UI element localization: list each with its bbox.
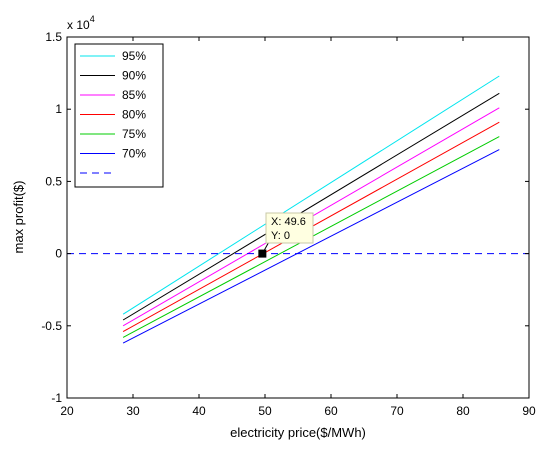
x-axis-label: electricity price($/MWh) xyxy=(230,425,366,440)
x-tick-label: 70 xyxy=(390,404,404,418)
x-tick-label: 40 xyxy=(192,404,206,418)
axes-box xyxy=(66,36,530,399)
datatip[interactable]: X: 49.6 Y: 0 xyxy=(258,212,314,258)
y-axis-multiplier-base: x 10 xyxy=(67,18,90,32)
x-tick-label: 20 xyxy=(60,404,74,418)
y-axis-ticks: -1 -0.5 0 0.5 1 1.5 xyxy=(41,30,529,405)
x-tick-label: 80 xyxy=(456,404,470,418)
legend-label: 75% xyxy=(122,127,146,141)
x-tick-label: 30 xyxy=(126,404,140,418)
y-tick-label: -1 xyxy=(51,391,62,405)
datatip-box xyxy=(265,212,314,244)
y-axis-multiplier: x 104 xyxy=(67,14,95,32)
legend-label: 90% xyxy=(122,69,146,83)
y-axis-label: max profit($) xyxy=(11,181,26,254)
x-tick-label: 90 xyxy=(522,404,536,418)
x-axis-ticks: 20 30 40 50 60 70 80 90 xyxy=(60,37,536,418)
y-tick-label: 1 xyxy=(55,102,62,116)
series-line-90pct xyxy=(122,92,500,321)
legend-label: 95% xyxy=(122,49,146,63)
legend-label: 80% xyxy=(122,108,146,122)
series-line-70pct xyxy=(122,149,500,344)
y-tick-label: 0.5 xyxy=(45,174,62,188)
legend-box xyxy=(74,43,164,188)
legend-label: 70% xyxy=(122,147,146,161)
y-axis-multiplier-power: 4 xyxy=(90,14,95,24)
datatip-y-text: Y: 0 xyxy=(271,230,290,242)
datatip-x-text: X: 49.6 xyxy=(271,216,306,228)
datatip-marker[interactable] xyxy=(258,249,267,258)
legend-label: 85% xyxy=(122,88,146,102)
x-tick-label: 60 xyxy=(324,404,338,418)
legend: 95% 90% 85% 80% 75% 70% xyxy=(74,43,164,188)
y-tick-label: -0.5 xyxy=(41,319,62,333)
y-tick-label: 1.5 xyxy=(45,30,62,44)
x-tick-label: 50 xyxy=(258,404,272,418)
series-line-95pct xyxy=(122,75,500,315)
y-tick-label: 0 xyxy=(55,247,62,261)
